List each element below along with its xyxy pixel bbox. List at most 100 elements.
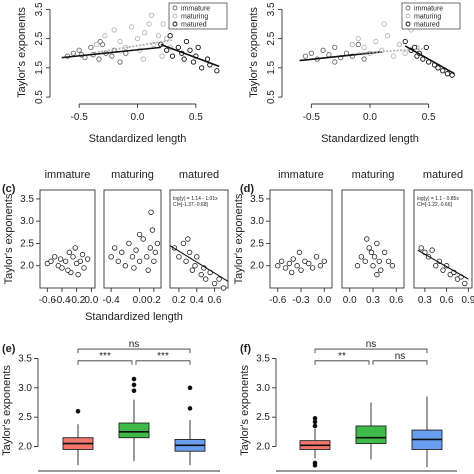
- x-tick-label-d: -0.6: [269, 295, 287, 306]
- fit-line-immature-a: [61, 46, 161, 59]
- point-maturing-c: [119, 249, 125, 256]
- point-matured-a: [187, 47, 193, 53]
- regression-ci-c: CI=[-1.37,-0.68]: [173, 202, 208, 208]
- y-tick-label-b: 0.5: [266, 90, 277, 104]
- point-matured-a: [214, 68, 220, 74]
- point-maturing-c: [126, 240, 132, 247]
- point-immature-d: [282, 265, 289, 271]
- facet-title-matured-c: matured: [179, 169, 219, 181]
- point-immature-b: [302, 53, 309, 59]
- point-maturing-a: [140, 56, 146, 62]
- comparison-bracket-e: [77, 360, 133, 365]
- legend-label-immature-b: immature: [414, 6, 443, 13]
- point-maturing-d: [371, 254, 378, 260]
- y-axis-title-e: Taylor's exponents: [1, 365, 13, 456]
- x-tick-label-c: 0.2: [147, 295, 161, 306]
- point-immature-d: [321, 258, 327, 264]
- x-tick-label-c: -0.4: [53, 295, 71, 306]
- y-tick-label-c: 2.5: [20, 238, 34, 249]
- point-maturing-a: [117, 38, 123, 45]
- facet-title-maturing-c: maturing: [111, 169, 154, 181]
- regression-equation-c: log(y) = 1.14 - 1.01x: [173, 196, 218, 202]
- point-immature-c: [57, 256, 64, 262]
- point-immature-b: [361, 56, 367, 62]
- facet-frame-matured-c: [169, 189, 229, 289]
- point-matured-b: [420, 56, 426, 62]
- box-outlier-e: [187, 406, 193, 411]
- point-immature-d: [278, 258, 285, 264]
- y-tick-label-c: 2.0: [20, 261, 34, 272]
- point-matured-b: [444, 71, 451, 77]
- point-matured-c: [185, 236, 191, 242]
- y-tick-label-f: 3.0: [256, 383, 270, 394]
- point-immature-c: [81, 265, 87, 271]
- point-immature-c: [79, 251, 86, 258]
- x-tick-label-c: 0.0: [84, 295, 98, 306]
- x-tick-label-d: 0.0: [317, 295, 331, 306]
- y-tick-label-e: 2.0: [18, 442, 32, 453]
- point-maturing-b: [349, 41, 356, 48]
- facet-title-matured-d: matured: [423, 169, 463, 181]
- point-immature-c: [72, 245, 78, 251]
- y-tick-label-b: 1.5: [266, 60, 277, 74]
- y-tick-label-a: 2.5: [34, 31, 45, 45]
- point-immature-a: [76, 47, 82, 53]
- point-immature-c: [77, 258, 84, 264]
- point-matured-d: [433, 263, 439, 269]
- point-maturing-c: [144, 254, 150, 260]
- legend-marker-matured-b: [405, 21, 411, 27]
- legend-marker-matured-a: [172, 21, 178, 27]
- point-immature-c: [62, 258, 69, 264]
- comparison-bracket-e: [135, 360, 191, 365]
- legend-label-matured-b: matured: [414, 22, 440, 29]
- y-tick-label-f: 2.5: [256, 412, 270, 423]
- point-immature-a: [70, 50, 76, 56]
- point-immature-d: [298, 267, 304, 273]
- legend-box-b: [401, 2, 461, 30]
- point-matured-a: [195, 44, 201, 51]
- point-maturing-d: [385, 258, 392, 264]
- legend-marker-maturing-a: [172, 13, 178, 19]
- y-tick-label-d: 2.5: [250, 238, 264, 249]
- y-axis-title-a: Taylor's exponents: [16, 7, 28, 98]
- y-tick-label-e: 3.5: [18, 353, 32, 364]
- y-tick-label-f: 3.5: [256, 353, 270, 364]
- point-maturing-d: [374, 240, 380, 247]
- fit-line-immature-b: [299, 50, 382, 62]
- x-tick-label-d: 0.6: [440, 295, 454, 306]
- y-tick-label-c: 3.0: [20, 216, 34, 227]
- point-maturing-b: [396, 41, 402, 48]
- box-outlier-f: [312, 416, 318, 421]
- point-matured-b: [440, 68, 446, 74]
- box-outlier-f: [312, 423, 318, 429]
- comparison-label-f: ns: [395, 351, 406, 362]
- point-maturing-b: [390, 53, 397, 59]
- facet-frame-matured-d: [413, 189, 473, 289]
- point-matured-c: [189, 267, 196, 273]
- point-maturing-a: [164, 35, 170, 42]
- point-maturing-d: [374, 271, 380, 278]
- x-tick-label-c: 0.4: [190, 295, 204, 306]
- y-axis-title-d: Taylor's exponents: [233, 193, 245, 284]
- point-immature-c: [70, 254, 76, 260]
- point-immature-c: [84, 256, 91, 262]
- point-maturing-d: [354, 263, 361, 269]
- point-immature-d: [296, 249, 303, 256]
- point-maturing-d: [378, 267, 384, 273]
- point-maturing-a: [141, 30, 148, 36]
- x-tick-label-c: 0.0: [133, 295, 147, 306]
- point-maturing-c: [147, 245, 154, 251]
- comparison-bracket-f: [314, 360, 370, 365]
- point-matured-a: [190, 59, 197, 65]
- x-tick-label-d: 0.3: [418, 295, 432, 306]
- point-immature-c: [75, 271, 81, 278]
- x-tick-label-b: 0.5: [422, 112, 436, 123]
- point-maturing-b: [355, 35, 361, 42]
- y-tick-label-f: 2.0: [256, 442, 270, 453]
- point-maturing-a: [102, 33, 108, 39]
- point-maturing-c: [122, 263, 129, 269]
- point-maturing-b: [384, 33, 391, 39]
- point-maturing-a: [129, 24, 135, 30]
- facet-frame-immature-d: [269, 189, 333, 289]
- x-tick-label-b: -0.5: [303, 112, 321, 123]
